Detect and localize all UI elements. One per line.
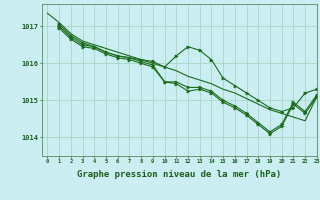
X-axis label: Graphe pression niveau de la mer (hPa): Graphe pression niveau de la mer (hPa)	[77, 170, 281, 179]
